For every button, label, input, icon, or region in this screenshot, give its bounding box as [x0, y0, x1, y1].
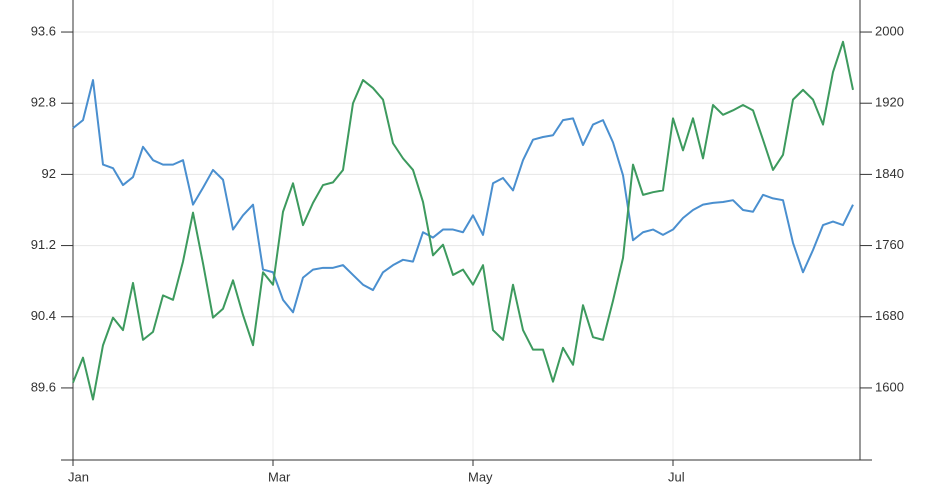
y-tick-label: 93.6 — [31, 23, 56, 38]
y2-tick-label: 1680 — [875, 308, 904, 323]
x-tick-label: Jul — [668, 469, 685, 484]
y2-tick-label: 1920 — [875, 95, 904, 110]
series-line — [72, 40, 854, 401]
y-tick-label: 91.2 — [31, 237, 56, 252]
x-tick-label: Jan — [68, 469, 89, 484]
y2-tick-label: 2000 — [875, 23, 904, 38]
y2-tick-label: 1840 — [875, 166, 904, 181]
y-tick-label: 90.4 — [31, 308, 56, 323]
y-tick-label: 89.6 — [31, 379, 56, 394]
x-tick-label: Mar — [268, 469, 291, 484]
y2-tick-label: 1760 — [875, 237, 904, 252]
y2-tick-label: 1600 — [875, 379, 904, 394]
y-tick-label: 92 — [42, 166, 56, 181]
y-tick-label: 92.8 — [31, 95, 56, 110]
x-tick-label: May — [468, 469, 493, 484]
series-line — [72, 79, 854, 314]
